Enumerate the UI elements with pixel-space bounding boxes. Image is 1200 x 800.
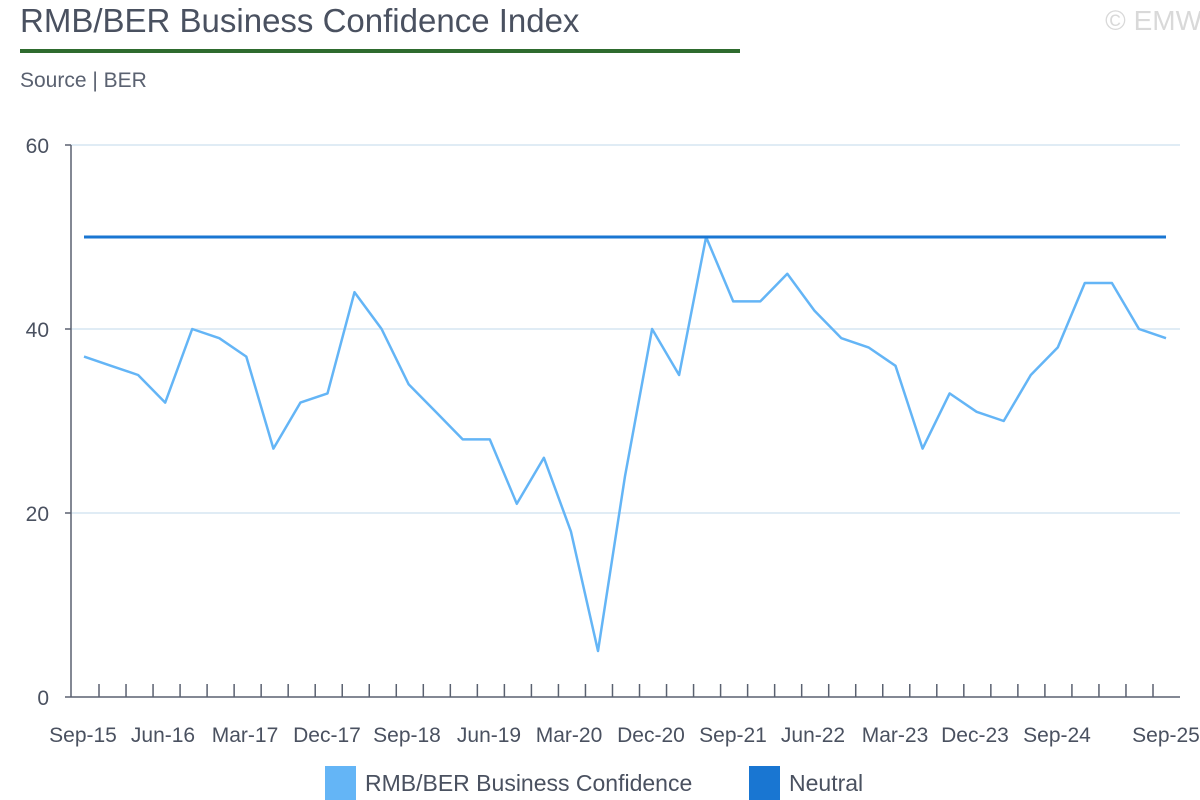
x-tick-label-Jun-19: Jun-19: [457, 724, 521, 747]
title-underline: [20, 49, 740, 53]
x-tick-label-Mar-20: Mar-20: [536, 724, 603, 747]
legend-item-neutral: Neutral: [749, 766, 863, 800]
x-tick-label-Sep-15: Sep-15: [49, 724, 117, 747]
legend-label-confidence: RMB/BER Business Confidence: [365, 769, 693, 796]
y-tick-label-0: 0: [37, 687, 49, 710]
y-tick-label-60: 60: [26, 135, 49, 158]
x-tick-label-Sep-24: Sep-24: [1023, 724, 1091, 747]
legend-swatch-confidence: [325, 766, 356, 800]
x-tick-label-Dec-23: Dec-23: [941, 724, 1009, 747]
x-tick-label-Sep-18: Sep-18: [373, 724, 441, 747]
x-tick-label-Dec-20: Dec-20: [617, 724, 685, 747]
line-chart: 0 20 40 60 Sep-15 Jun-16 Mar-17 Dec-17 Sep-18 Jun…: [26, 135, 1200, 747]
legend-item-confidence: RMB/BER Business Confidence: [325, 766, 692, 800]
legend-label-neutral: Neutral: [789, 769, 864, 796]
x-tick-label-Mar-17: Mar-17: [212, 724, 279, 747]
x-tick-label-Jun-22: Jun-22: [781, 724, 845, 747]
x-tick-label-Mar-23: Mar-23: [862, 724, 929, 747]
x-tick-label-Sep-25: Sep-25: [1132, 724, 1200, 747]
page-title: RMB/BER Business Confidence Index: [20, 2, 580, 39]
x-tick-label-Jun-16: Jun-16: [131, 724, 195, 747]
legend-swatch-neutral: [749, 766, 780, 800]
x-tick-label-Dec-17: Dec-17: [293, 724, 361, 747]
copyright-notice: © EMW: [1105, 5, 1200, 36]
y-tick-label-40: 40: [26, 319, 49, 342]
source-label: Source | BER: [20, 69, 147, 92]
x-tick-label-Sep-21: Sep-21: [699, 724, 767, 747]
series-line-confidence: [83, 235, 1167, 653]
y-tick-label-20: 20: [26, 503, 49, 526]
chart-legend: RMB/BER Business Confidence Neutral: [0, 766, 1200, 800]
